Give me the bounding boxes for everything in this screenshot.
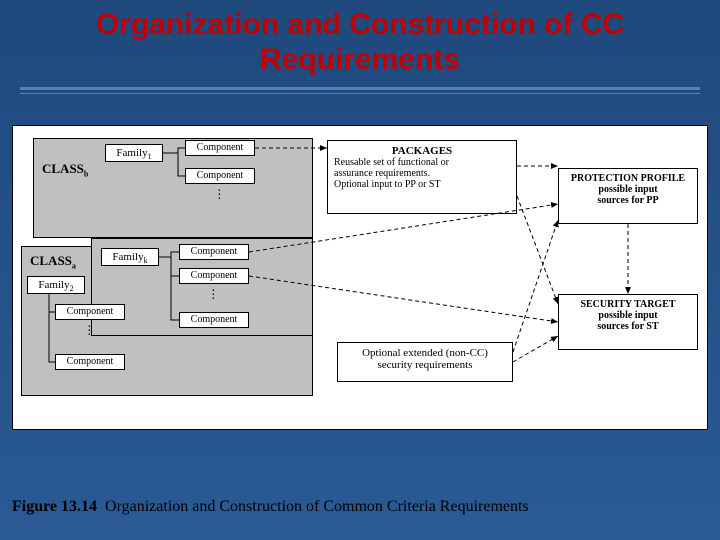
component-b1-label: Component: [197, 142, 244, 153]
title-rule-thick: [20, 87, 700, 90]
component-a1-label: Component: [191, 246, 238, 257]
family-2-label: Family2: [38, 279, 73, 291]
pp-l2: sources for PP: [563, 195, 693, 206]
pp-l1: possible input: [563, 184, 693, 195]
component-b2: Component: [185, 168, 255, 184]
component-a2-label: Component: [191, 270, 238, 281]
packages-l3: Optional input to PP or ST: [334, 179, 510, 190]
class-b-sub: b: [84, 170, 88, 179]
component-a2: Component: [179, 268, 249, 284]
class-a-text: CLASS: [30, 253, 72, 268]
family-2-box: Family2: [27, 276, 85, 294]
slide: Organization and Construction of CC Requ…: [0, 0, 720, 540]
packages-title: PACKAGES: [334, 145, 510, 157]
figure-caption: Figure 13.14 Organization and Constructi…: [12, 498, 529, 516]
dots-f2: ···: [87, 326, 92, 338]
component-b1: Component: [185, 140, 255, 156]
family-1-box: Family1: [105, 144, 163, 162]
component-f22-label: Component: [67, 356, 114, 367]
packages-l2: assurance requirements.: [334, 168, 510, 179]
optional-ext-box: Optional extended (non-CC) security requ…: [337, 342, 513, 382]
component-f21-label: Component: [67, 306, 114, 317]
class-b-box: CLASSb: [33, 138, 313, 238]
pp-title: PROTECTION PROFILE: [563, 173, 693, 184]
st-l2: sources for ST: [563, 321, 693, 332]
caption-label: Figure 13.14: [12, 498, 97, 515]
component-f21: Component: [55, 304, 125, 320]
class-b-label: CLASSb: [42, 161, 88, 179]
st-l1: possible input: [563, 310, 693, 321]
family-1-label: Family1: [116, 147, 151, 159]
component-a3: Component: [179, 312, 249, 328]
dots-a1: ···: [211, 290, 216, 302]
class-a-sub: a: [72, 262, 76, 271]
slide-title: Organization and Construction of CC Requ…: [40, 8, 680, 77]
caption-text: Organization and Construction of Common …: [105, 498, 529, 515]
component-f22: Component: [55, 354, 125, 370]
dots-b: ···: [217, 190, 222, 202]
optext-l2: security requirements: [344, 359, 506, 371]
component-a3-label: Component: [191, 314, 238, 325]
packages-box: PACKAGES Reusable set of functional or a…: [327, 140, 517, 214]
st-title: SECURITY TARGET: [563, 299, 693, 310]
class-a-label: CLASSa: [30, 253, 76, 271]
family-k-label: Familyk: [112, 251, 147, 263]
figure-area: CLASSb Family1 Component Component ··· C…: [12, 125, 708, 430]
class-b-text: CLASS: [42, 161, 84, 176]
component-b2-label: Component: [197, 170, 244, 181]
title-rule-thin: [20, 93, 700, 94]
title-area: Organization and Construction of CC Requ…: [0, 0, 720, 83]
family-k-box: Familyk: [101, 248, 159, 266]
security-target-box: SECURITY TARGET possible input sources f…: [558, 294, 698, 350]
optext-l1: Optional extended (non-CC): [344, 347, 506, 359]
protection-profile-box: PROTECTION PROFILE possible input source…: [558, 168, 698, 224]
packages-l1: Reusable set of functional or: [334, 157, 510, 168]
component-a1: Component: [179, 244, 249, 260]
